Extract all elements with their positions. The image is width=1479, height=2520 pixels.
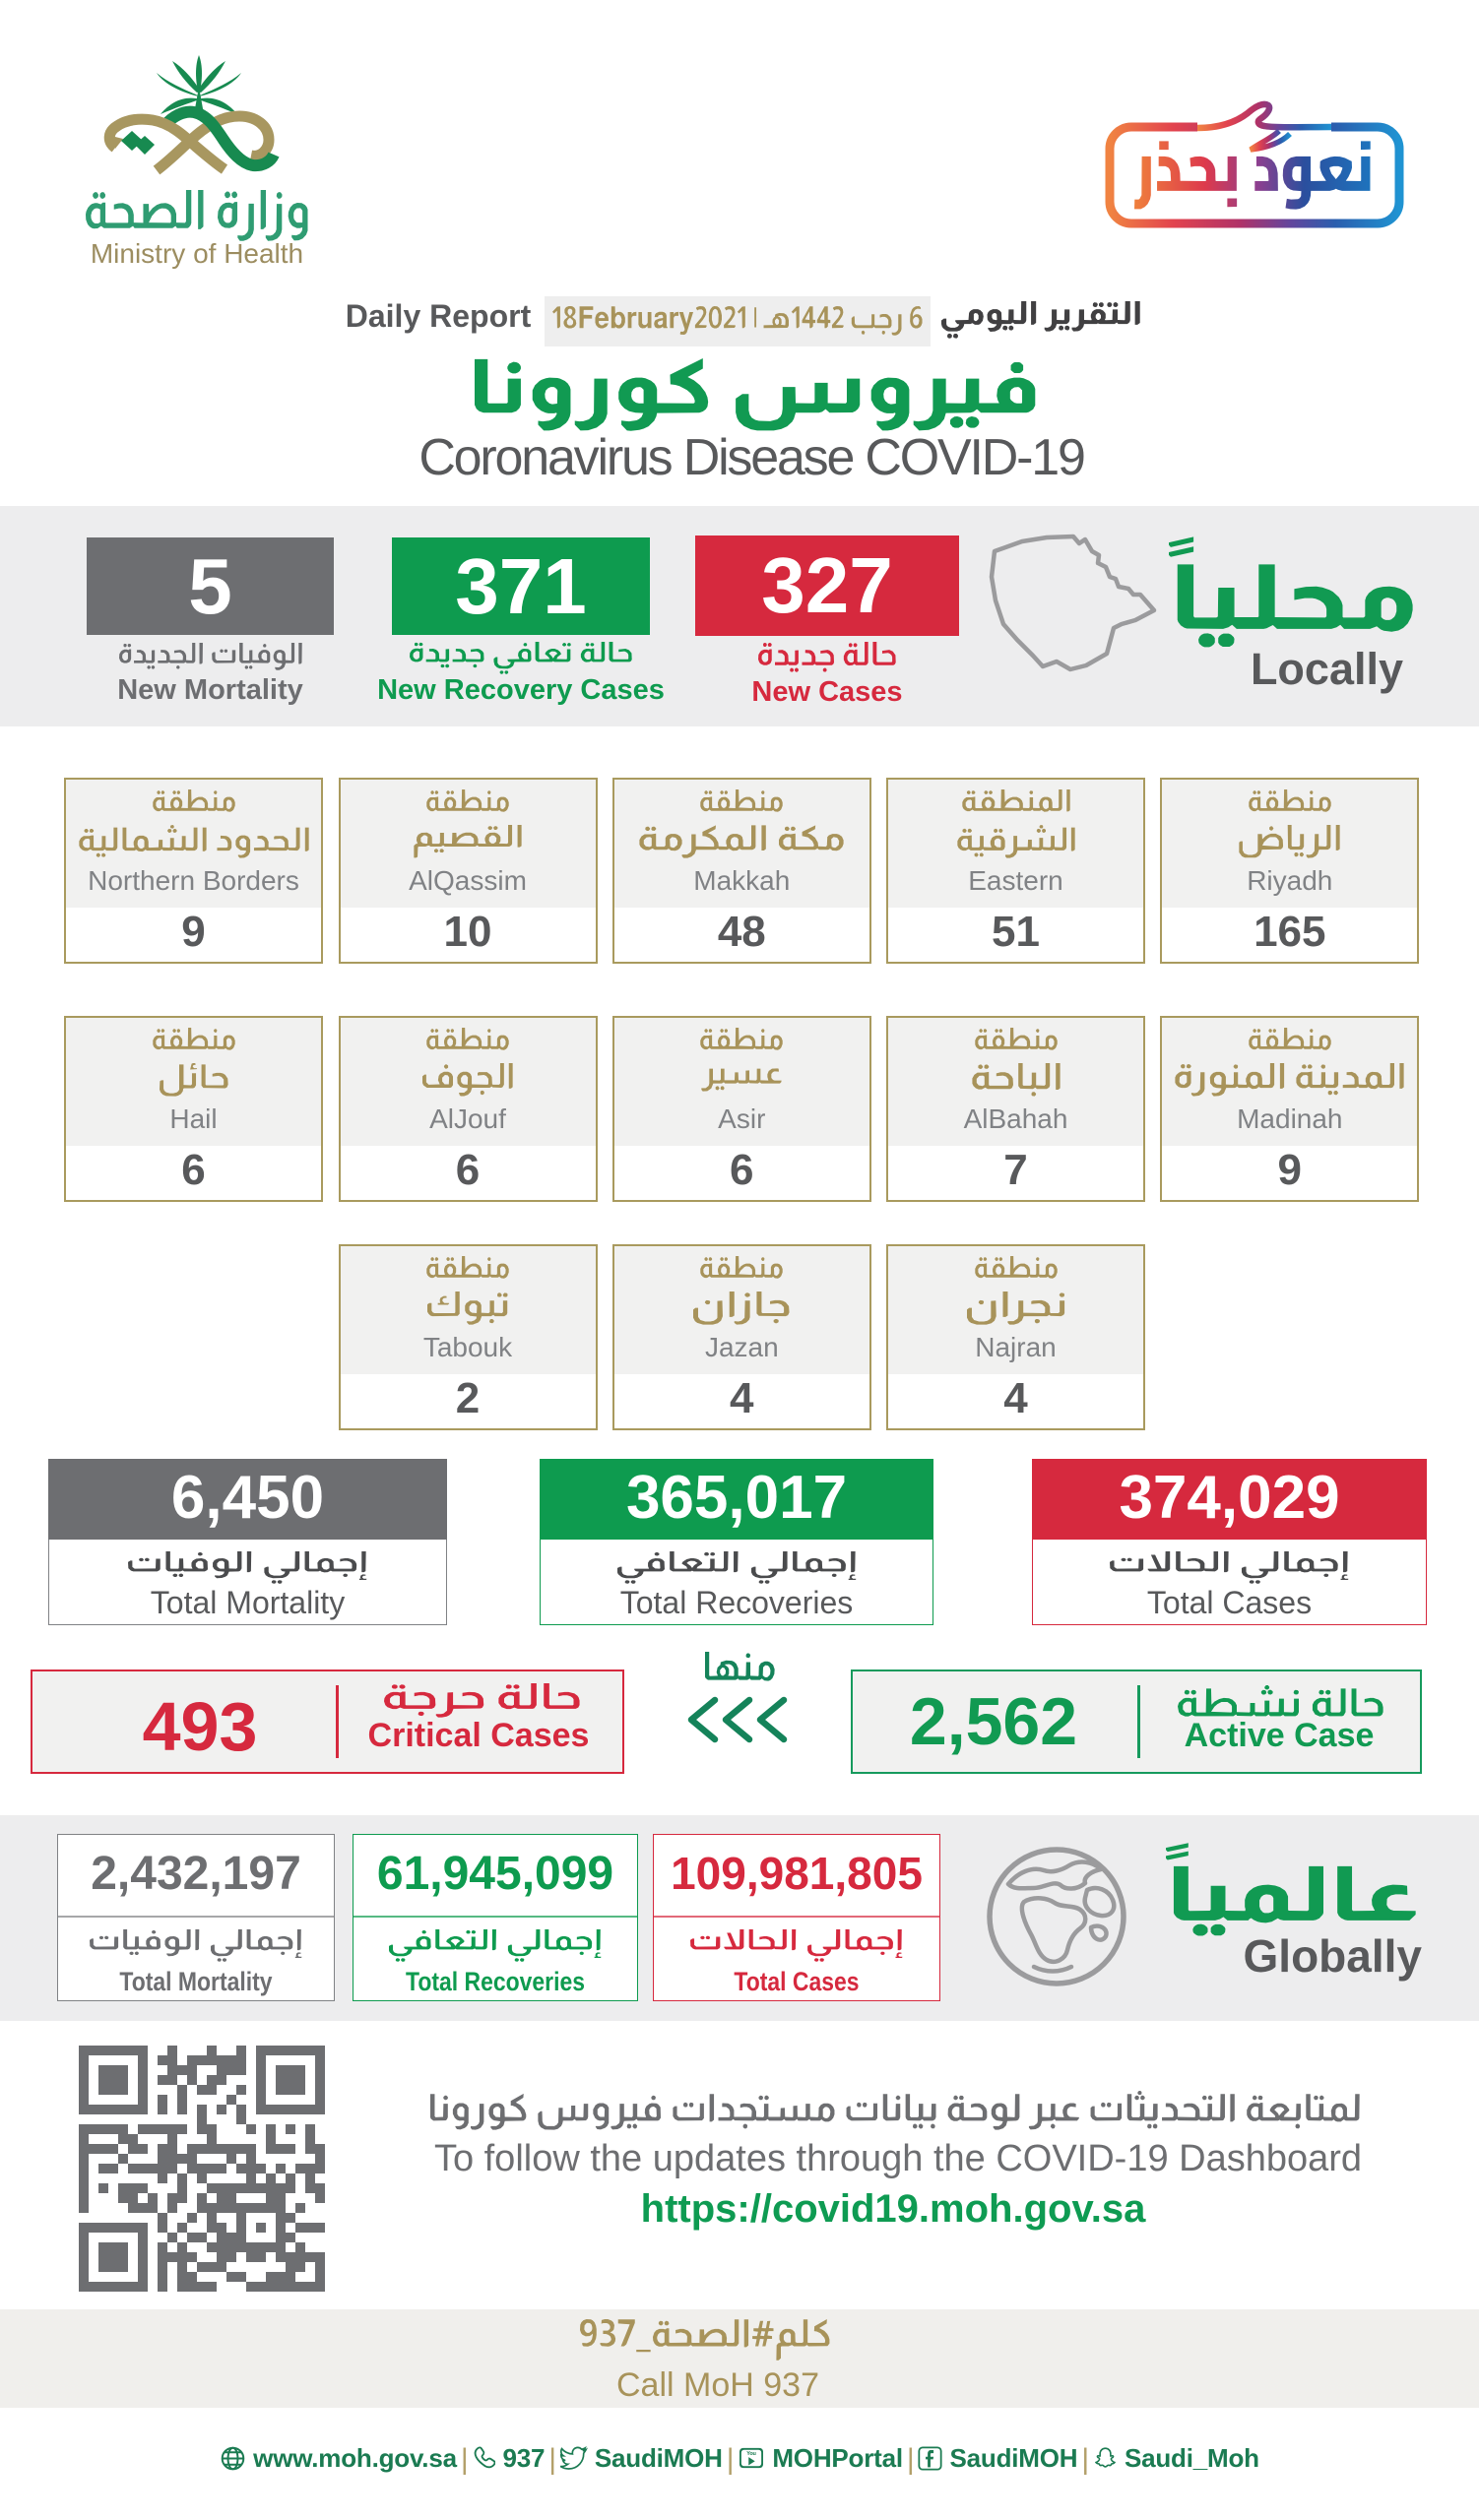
svg-text:You: You [747,2451,756,2457]
